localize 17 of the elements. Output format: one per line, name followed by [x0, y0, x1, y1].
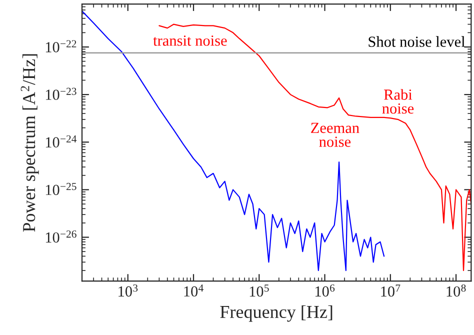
ref-line-label: Shot noise level: [368, 36, 466, 47]
annotation: transit noise: [153, 36, 227, 46]
x-tick-label: 10$^{3}$: [118, 284, 138, 297]
annotation: Zeeman noise: [311, 122, 360, 147]
x-axis-title: Frequency [Hz]: [220, 305, 332, 322]
x-tick-label: 10$^{7}$: [381, 284, 400, 297]
y-tick-label: 10$^{−24}$: [46, 135, 77, 148]
x-tick-label: 10$^{4}$: [184, 284, 204, 297]
y-tick-label: 10$^{−22}$: [46, 40, 76, 52]
x-tick-label: 10$^{5}$: [250, 284, 269, 297]
x-tick-label: 10$^{6}$: [315, 284, 335, 297]
y-tick-label: 10$^{−26}$: [46, 230, 76, 243]
annotation: Rabi noise: [382, 89, 414, 114]
y-tick-label: 10$^{−23}$: [46, 88, 76, 100]
y-axis-title: Power spectrum [A$^{2}$/Hz]: [20, 54, 39, 232]
x-tick-label: 10$^{8}$: [446, 284, 466, 297]
y-tick-label: 10$^{−25}$: [46, 182, 76, 196]
